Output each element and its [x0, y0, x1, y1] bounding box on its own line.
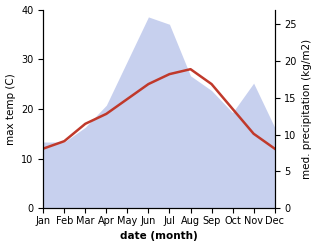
X-axis label: date (month): date (month)	[120, 231, 198, 242]
Y-axis label: max temp (C): max temp (C)	[5, 73, 16, 145]
Y-axis label: med. precipitation (kg/m2): med. precipitation (kg/m2)	[302, 39, 313, 179]
